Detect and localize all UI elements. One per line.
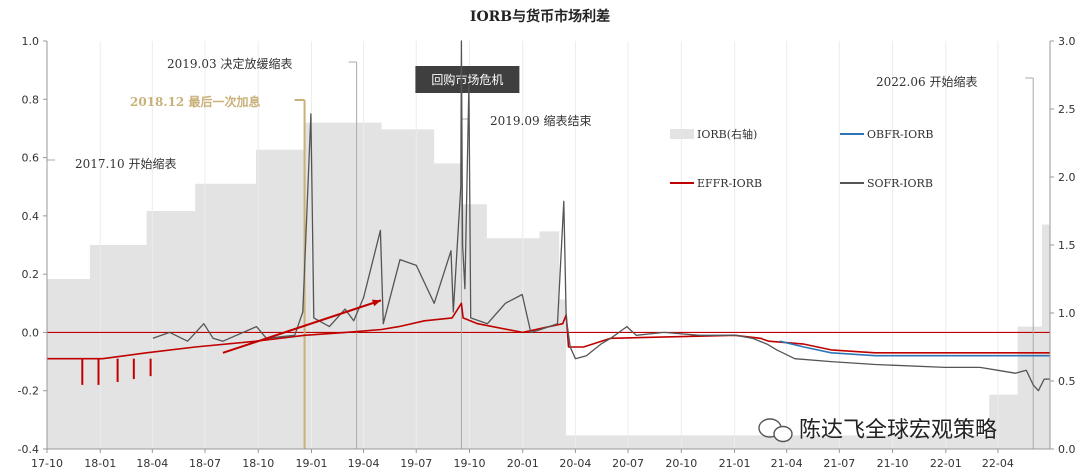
y-right-tick-label: 1.5 — [1058, 239, 1076, 252]
x-tick-label: 22-01 — [930, 457, 962, 470]
iorb-area — [47, 122, 1050, 449]
legend-label: SOFR-IORB — [867, 177, 933, 190]
x-tick-label: 22-04 — [982, 457, 1014, 470]
y-left-tick-label: 0.6 — [22, 152, 40, 165]
trend-arrow-head — [371, 299, 381, 307]
series-layer — [47, 40, 1050, 392]
y-right-tick-label: 2.0 — [1058, 171, 1076, 184]
x-tick-label: 21-10 — [877, 457, 909, 470]
annotation-label: 2019.09 缩表结束 — [490, 113, 591, 128]
x-tick-label: 19-01 — [296, 457, 328, 470]
series-line-sofr-iorb — [152, 40, 1050, 392]
x-tick-label: 19-10 — [454, 457, 486, 470]
annotation-box — [415, 66, 520, 93]
y-right-tick-label: 2.5 — [1058, 103, 1076, 116]
y-left-tick-label: 0.2 — [22, 268, 40, 281]
x-tick-label: 17-10 — [31, 457, 63, 470]
x-tick-label: 18-01 — [84, 457, 116, 470]
series-line-obfr-iorb — [779, 340, 1050, 357]
x-tick-label: 20-07 — [612, 457, 644, 470]
watermark-text: 陈达飞全球宏观策略 — [799, 418, 997, 443]
y-right-tick-label: 0.5 — [1058, 375, 1076, 388]
annotation-label: 2019.03 决定放缓缩表 — [167, 56, 292, 71]
y-left-tick-label: -0.2 — [18, 385, 39, 398]
y-left-tick-label: 0.4 — [22, 210, 40, 223]
legend-swatch — [670, 129, 694, 139]
y-right-tick-label: 1.0 — [1058, 307, 1076, 320]
y-left-tick-label: -0.4 — [18, 443, 39, 456]
iorb-area-layer — [47, 122, 1050, 449]
axis-layer: 17-10 18-01 18-04 18-07 18-10 19-01 19-04 19-07… — [18, 35, 1076, 470]
x-tick-label: 20-10 — [665, 457, 697, 470]
y-left-tick-label: 0.8 — [22, 93, 40, 106]
annotation-label: 回购市场危机 — [431, 72, 503, 87]
watermark: 陈达飞全球宏观策略 — [758, 418, 997, 443]
chart-title: IORB与货币市场利差 — [470, 8, 610, 25]
x-tick-label: 18-07 — [189, 457, 221, 470]
annotation-label: 2018.12 最后一次加息 — [130, 94, 260, 109]
y-left-tick-label: 0.0 — [22, 326, 40, 339]
y-left-tick-label: 1.0 — [22, 35, 40, 48]
annotation-label: 2022.06 开始缩表 — [876, 74, 977, 89]
x-tick-label: 19-07 — [400, 457, 432, 470]
legend: IORB(右轴) OBFR-IORB EFFR-IORB SOFR-IORB — [670, 127, 933, 190]
annotation-label: 2017.10 开始缩表 — [75, 156, 176, 171]
x-tick-label: 18-04 — [136, 457, 168, 470]
grid-layer — [46, 41, 1050, 449]
x-tick-label: 18-10 — [242, 457, 274, 470]
annotation-layer: 2017.10 开始缩表 2018.12 最后一次加息 2019.03 决定放缓缩表… — [46, 56, 1034, 449]
x-tick-label: 20-01 — [507, 457, 539, 470]
legend-label: OBFR-IORB — [867, 128, 933, 141]
y-right-tick-label: 0.0 — [1058, 443, 1076, 456]
x-tick-label: 20-04 — [559, 457, 591, 470]
legend-label: IORB(右轴) — [697, 127, 757, 141]
legend-label: EFFR-IORB — [697, 177, 762, 190]
x-tick-label: 21-01 — [719, 457, 751, 470]
trend-arrow-line — [222, 299, 382, 354]
y-right-tick-label: 3.0 — [1058, 35, 1076, 48]
wechat-icon-bubble — [773, 425, 793, 443]
x-tick-label: 19-04 — [348, 457, 380, 470]
x-tick-label: 21-04 — [771, 457, 803, 470]
x-tick-label: 21-07 — [823, 457, 855, 470]
